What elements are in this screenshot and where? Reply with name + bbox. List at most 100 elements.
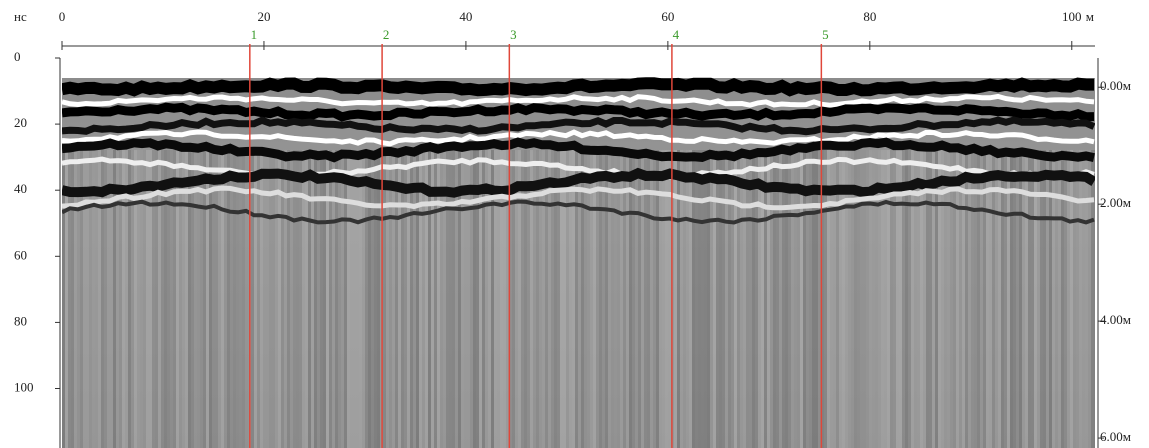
texture-stripe (638, 150, 641, 448)
texture-stripe (107, 150, 110, 448)
texture-stripe (554, 150, 557, 448)
x-tick-label: 0 (59, 9, 66, 24)
texture-stripe (170, 150, 173, 448)
texture-stripe (584, 150, 587, 448)
texture-stripe (887, 150, 890, 448)
texture-stripe (740, 150, 743, 448)
texture-stripe (629, 150, 632, 448)
texture-stripe (686, 150, 689, 448)
texture-stripe (698, 150, 701, 448)
texture-stripe (203, 150, 206, 448)
texture-stripe (980, 150, 983, 448)
texture-stripe (902, 150, 905, 448)
texture-band (62, 199, 1095, 225)
texture-stripe (926, 150, 929, 448)
texture-stripe (272, 150, 275, 448)
texture-stripe (131, 150, 134, 448)
texture-stripe (68, 150, 71, 448)
texture-stripe (95, 150, 98, 448)
x-tick-label: 80 (863, 9, 876, 24)
x-tick-label: 20 (257, 9, 270, 24)
texture-stripe (545, 150, 548, 448)
texture-band (62, 116, 1095, 136)
y-tick-label: 20 (14, 115, 27, 130)
texture-stripe (614, 150, 617, 448)
texture-stripe (866, 150, 869, 448)
texture-stripe (305, 150, 308, 448)
texture-stripe (899, 150, 902, 448)
texture-stripe (407, 150, 410, 448)
texture-band (62, 156, 1095, 180)
texture-stripe (677, 150, 680, 448)
texture-stripe (320, 150, 323, 448)
texture-stripe (569, 150, 572, 448)
y-tick-label: 40 (14, 181, 27, 196)
texture-stripe (881, 150, 884, 448)
texture-stripe (650, 150, 653, 448)
texture-stripe (422, 150, 425, 448)
texture-stripe (425, 150, 428, 448)
texture-stripe (905, 150, 908, 448)
texture-stripe (1070, 150, 1073, 448)
texture-stripe (1043, 150, 1046, 448)
texture-stripe (965, 150, 968, 448)
texture-stripe (437, 150, 440, 448)
texture-stripe (1004, 150, 1007, 448)
texture-stripe (254, 150, 257, 448)
texture-stripe (470, 150, 473, 448)
x-tick-label: 100 (1062, 9, 1082, 24)
y-unit: нс (14, 9, 27, 24)
texture-stripe (914, 150, 917, 448)
texture-stripe (404, 150, 407, 448)
texture-stripe (215, 150, 218, 448)
texture-stripe (701, 150, 704, 448)
texture-stripe (389, 150, 392, 448)
texture-band (62, 93, 1095, 108)
texture-band (62, 167, 1095, 198)
texture-stripe (602, 150, 605, 448)
texture-stripe (578, 150, 581, 448)
texture-stripe (542, 150, 545, 448)
texture-stripe (1067, 150, 1070, 448)
texture-stripe (332, 150, 335, 448)
texture-stripe (1052, 150, 1055, 448)
texture-stripe (359, 150, 362, 448)
texture-stripe (680, 150, 683, 448)
marker-label: 5 (822, 27, 829, 42)
x-tick-label: 40 (459, 9, 472, 24)
texture-stripe (719, 150, 722, 448)
texture-stripe (935, 150, 938, 448)
texture-stripe (923, 150, 926, 448)
y2-tick-label: 4.00м (1100, 312, 1131, 327)
texture-stripe (995, 150, 998, 448)
texture-stripe (176, 150, 179, 448)
texture-stripe (245, 150, 248, 448)
texture-stripe (224, 150, 227, 448)
texture-stripe (512, 150, 515, 448)
texture-stripe (209, 150, 212, 448)
texture-stripe (644, 150, 647, 448)
y-tick-label: 100 (14, 379, 34, 394)
texture-stripe (770, 150, 773, 448)
texture-stripe (974, 150, 977, 448)
texture-stripe (605, 150, 608, 448)
texture-stripe (1073, 150, 1076, 448)
texture-stripe (776, 150, 779, 448)
texture-stripe (695, 150, 698, 448)
texture-stripe (179, 150, 182, 448)
texture-stripe (566, 150, 569, 448)
texture-stripe (140, 150, 143, 448)
texture-stripe (959, 150, 962, 448)
texture-stripe (692, 150, 695, 448)
texture-stripe (296, 150, 299, 448)
texture-stripe (911, 150, 914, 448)
texture-stripe (533, 150, 536, 448)
texture-stripe (173, 150, 176, 448)
texture-stripe (1013, 150, 1016, 448)
texture-stripe (239, 150, 242, 448)
texture-stripe (506, 150, 509, 448)
texture-stripe (335, 150, 338, 448)
texture-stripe (314, 150, 317, 448)
y2-tick-label: 6.00м (1100, 429, 1131, 444)
texture-stripe (587, 150, 590, 448)
